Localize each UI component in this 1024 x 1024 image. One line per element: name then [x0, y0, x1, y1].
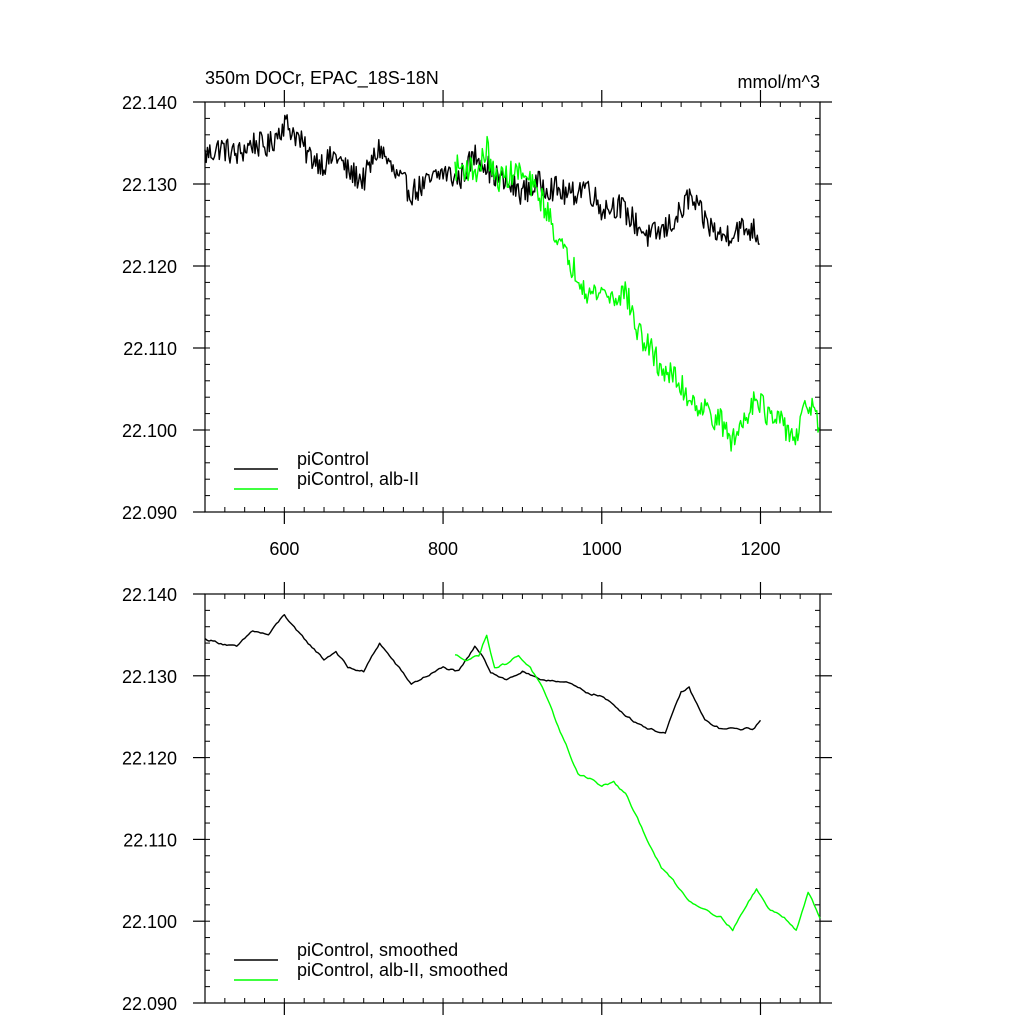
- x-tick-label: 800: [428, 539, 458, 559]
- y-tick-label: 22.140: [122, 585, 177, 605]
- y-tick-label: 22.130: [122, 667, 177, 687]
- x-tick-label: 1200: [740, 539, 780, 559]
- legend-label: piControl, alb-II, smoothed: [297, 960, 508, 980]
- series-line-picontrol: [204, 614, 762, 734]
- legend-label: piControl, smoothed: [297, 940, 458, 960]
- plot-frame: [204, 101, 821, 513]
- x-tick-label: 1000: [582, 539, 622, 559]
- chart-title: 350m DOCr, EPAC_18S-18N: [205, 68, 439, 89]
- y-tick-label: 22.130: [122, 175, 177, 195]
- y-tick-label: 22.110: [123, 339, 177, 359]
- y-tick-label: 22.090: [122, 503, 177, 523]
- y-tick-label: 22.110: [123, 830, 177, 850]
- chart-panel-raw: 600 800 1000 1200 22.090 22.100 22.110 22.120 22…: [122, 68, 832, 559]
- legend-label: piControl: [297, 449, 369, 469]
- y-tick-label: 22.120: [122, 257, 177, 277]
- y-tick-label: 22.100: [122, 912, 177, 932]
- y-tick-label: 22.140: [122, 93, 177, 113]
- y-tick-label: 22.120: [122, 749, 177, 769]
- plot-frame: [204, 593, 821, 1004]
- chart-panel-smoothed: 22.090 22.100 22.110 22.120 22.130 22.140 piCo…: [122, 582, 832, 1015]
- series-line-alb-ii: [454, 634, 821, 932]
- y-tick-label: 22.100: [122, 421, 177, 441]
- units-label: mmol/m^3: [738, 72, 820, 92]
- legend-label: piControl, alb-II: [297, 469, 419, 489]
- y-tick-label: 22.090: [122, 994, 177, 1014]
- x-tick-label: 600: [269, 539, 299, 559]
- series-line-alb-ii: [454, 135, 820, 452]
- series-line-picontrol: [204, 114, 760, 247]
